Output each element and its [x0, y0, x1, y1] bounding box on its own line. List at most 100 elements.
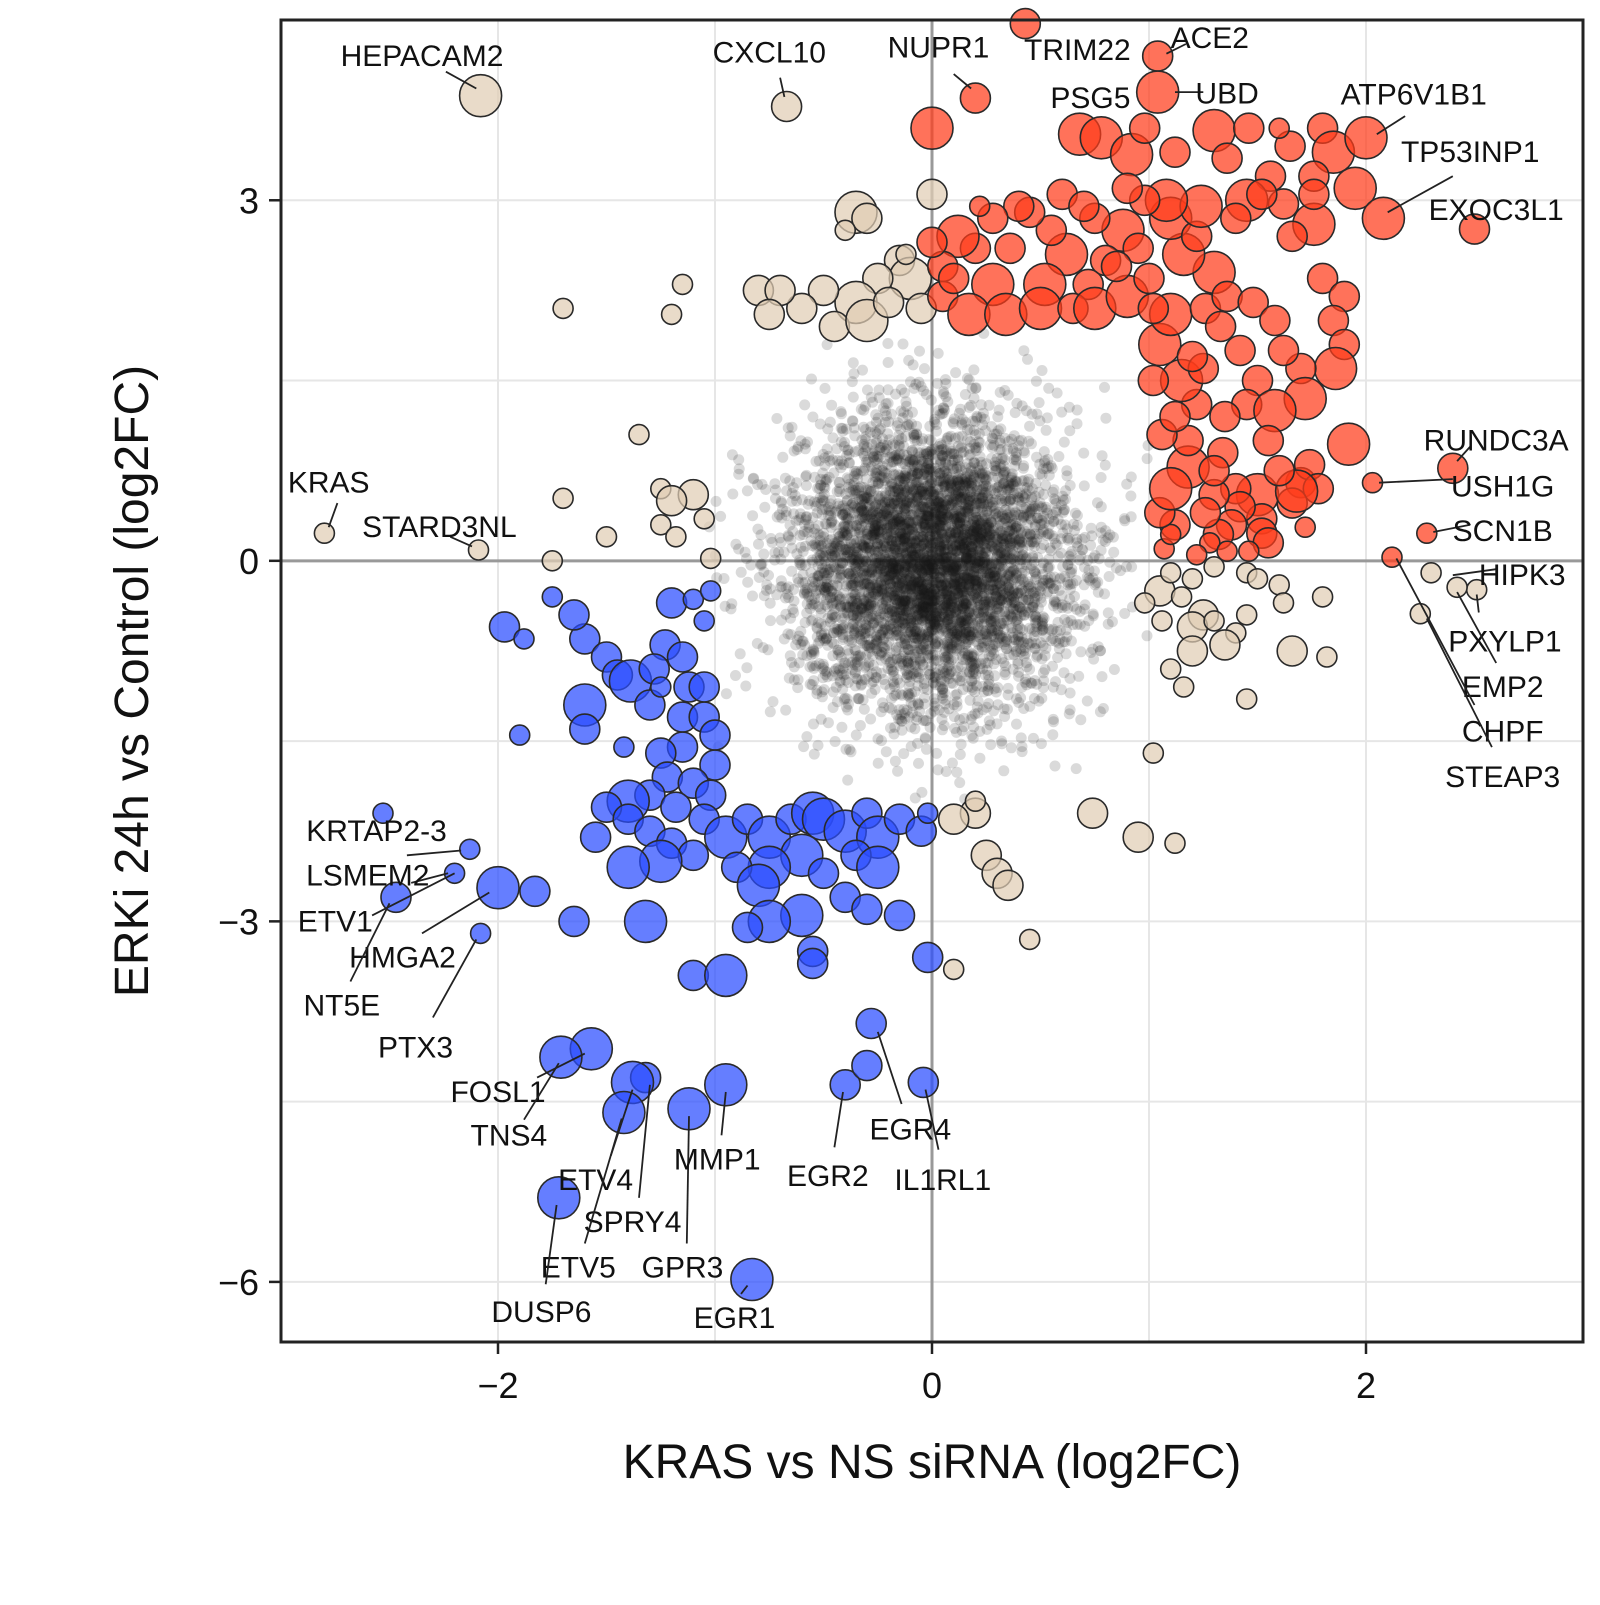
background-point	[995, 459, 1006, 470]
background-point	[1103, 607, 1114, 618]
background-point	[1024, 540, 1035, 551]
background-point	[859, 704, 870, 715]
background-point	[851, 612, 862, 623]
background-point	[954, 675, 965, 686]
background-point	[956, 739, 967, 750]
background-point	[855, 720, 866, 731]
background-point	[1078, 448, 1089, 459]
background-point	[1075, 714, 1086, 725]
background-point	[1115, 565, 1126, 576]
background-point	[848, 549, 859, 560]
background-point	[807, 614, 818, 625]
background-point	[926, 435, 937, 446]
background-point	[1006, 479, 1017, 490]
background-point	[950, 367, 961, 378]
background-point	[954, 777, 965, 788]
background-point	[947, 642, 958, 653]
background-point	[1039, 457, 1050, 468]
background-point	[1048, 682, 1059, 693]
background-point	[933, 491, 944, 502]
background-point	[992, 411, 1003, 422]
background-point	[1025, 530, 1036, 541]
background-point	[1029, 643, 1040, 654]
background-point	[841, 512, 852, 523]
background-point	[860, 661, 871, 672]
background-point	[887, 605, 898, 616]
background-point	[864, 494, 875, 505]
background-point	[932, 378, 943, 389]
background-point	[1043, 383, 1054, 394]
background-point	[942, 396, 953, 407]
background-point	[999, 703, 1010, 714]
background-point	[826, 599, 837, 610]
background-point	[898, 339, 909, 350]
background-point	[799, 588, 810, 599]
background-point	[809, 523, 820, 534]
background-point	[813, 601, 824, 612]
background-point	[1017, 741, 1028, 752]
background-point	[914, 346, 925, 357]
background-point	[776, 496, 787, 507]
background-point	[1100, 413, 1111, 424]
background-point	[787, 604, 798, 615]
background-point	[954, 714, 965, 725]
background-point	[1042, 412, 1053, 423]
background-point	[998, 765, 1009, 776]
background-point	[961, 666, 972, 677]
background-point	[792, 682, 803, 693]
background-point	[907, 484, 918, 495]
background-point	[1082, 696, 1093, 707]
background-point	[883, 473, 894, 484]
background-point	[1099, 382, 1110, 393]
background-point	[1056, 533, 1067, 544]
background-point	[1029, 693, 1040, 704]
background-point	[996, 736, 1007, 747]
background-point	[801, 731, 812, 742]
background-point	[985, 720, 996, 731]
background-point	[726, 598, 737, 609]
background-point	[1020, 677, 1031, 688]
background-point	[1007, 443, 1018, 454]
background-point	[1034, 397, 1045, 408]
background-point	[806, 567, 817, 578]
background-point	[832, 486, 843, 497]
background-point	[1006, 434, 1017, 445]
background-point	[849, 644, 860, 655]
background-point	[883, 496, 894, 507]
background-point	[949, 579, 960, 590]
background-point	[1096, 501, 1107, 512]
background-point	[801, 480, 812, 491]
background-point	[1142, 453, 1153, 464]
background-point	[826, 613, 837, 624]
background-point	[1095, 706, 1106, 717]
background-point	[892, 629, 903, 640]
background-point	[905, 599, 916, 610]
background-point	[905, 613, 916, 624]
background-point	[786, 657, 797, 668]
background-point	[1037, 503, 1048, 514]
background-point	[1119, 515, 1130, 526]
background-point	[757, 479, 768, 490]
background-point	[896, 433, 907, 444]
background-point	[752, 524, 763, 535]
background-point	[1049, 572, 1060, 583]
background-point	[1031, 376, 1042, 387]
background-point	[978, 516, 989, 527]
background-point	[930, 463, 941, 474]
background-point	[944, 668, 955, 679]
background-point	[970, 429, 981, 440]
background-point	[896, 406, 907, 417]
background-point	[875, 527, 886, 538]
background-point	[845, 487, 856, 498]
background-point	[892, 420, 903, 431]
background-point	[1003, 390, 1014, 401]
background-point	[957, 419, 968, 430]
background-point	[952, 462, 963, 473]
background-point	[880, 453, 891, 464]
background-point	[846, 596, 857, 607]
background-point	[895, 616, 906, 627]
background-point	[1126, 561, 1137, 572]
background-point	[800, 541, 811, 552]
background-point	[741, 662, 752, 673]
background-point	[1006, 742, 1017, 753]
